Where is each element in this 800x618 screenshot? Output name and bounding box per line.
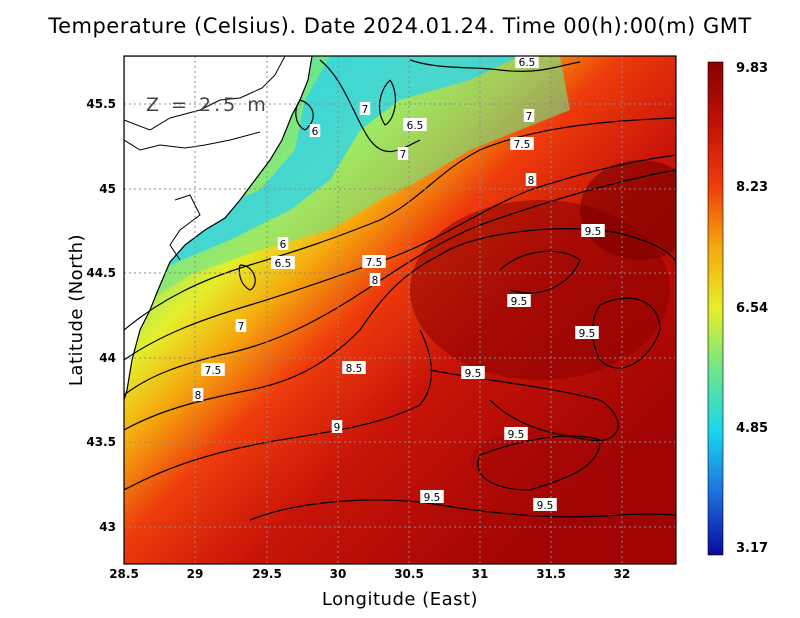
contour-label: 7.5 xyxy=(205,365,222,377)
contour-label-bg xyxy=(461,366,485,379)
contour-label-bg xyxy=(309,124,321,137)
contour-label: 9.5 xyxy=(508,429,525,441)
x-tick-label: 31 xyxy=(472,567,489,581)
contour-label-bg xyxy=(362,255,386,268)
y-axis-title: Latitude (North) xyxy=(66,234,87,386)
contour-label-bg xyxy=(331,420,343,433)
x-tick-label: 31.5 xyxy=(536,567,566,581)
lagoon-shore xyxy=(124,131,261,151)
contour-label: 8 xyxy=(195,390,202,402)
contour-label: 9.5 xyxy=(579,328,596,340)
contour-label-bg xyxy=(504,427,528,440)
contour-label: 9.5 xyxy=(537,500,554,512)
contour-label: 9.5 xyxy=(465,368,482,380)
contour-label-bg xyxy=(369,273,381,286)
contour-label: 8 xyxy=(528,175,535,187)
contour-label-bg xyxy=(515,56,539,68)
contour-label: 6.5 xyxy=(407,120,424,132)
x-tick-label: 30 xyxy=(330,567,347,581)
contour-label: 7 xyxy=(526,111,533,123)
contour-label: 9 xyxy=(334,422,341,434)
plot-area: Z = 2.5 m 6.5 7 6 6.5 7 7.5 7 6 6.5 7.5 8 9.5 8 9.5 7 9… xyxy=(124,56,676,564)
warm-core-northeast xyxy=(580,160,676,260)
y-tick-label: 44.5 xyxy=(86,266,116,280)
contour-label-bg xyxy=(581,224,605,237)
inlet-shore xyxy=(169,194,201,261)
colorbar-ticks: 9.83 8.23 6.54 4.85 3.17 xyxy=(736,61,768,556)
x-tick-label: 30.5 xyxy=(394,567,424,581)
contour-label-bg xyxy=(359,102,371,115)
x-axis-title: Longitude (East) xyxy=(322,589,478,610)
contour-label: 6 xyxy=(280,239,287,251)
contour-label-bg xyxy=(507,294,531,307)
contour-label-bg xyxy=(235,319,247,332)
y-tick-label: 43.5 xyxy=(86,435,116,449)
contour-label: 6.5 xyxy=(519,57,536,69)
contour-label-bg xyxy=(397,147,409,160)
x-tick-label: 32 xyxy=(614,567,631,581)
cool-coastal-zone xyxy=(140,56,570,300)
x-tick-label: 28.5 xyxy=(109,567,139,581)
y-tick-label: 45 xyxy=(99,182,116,196)
contour-label: 7.5 xyxy=(366,257,383,269)
contour-label: 8 xyxy=(372,275,379,287)
contour-label-bg xyxy=(277,237,289,250)
contour-label-bg xyxy=(525,173,537,186)
contour-label: 9.5 xyxy=(585,226,602,238)
contour-label: 7.5 xyxy=(514,139,531,151)
colorbar-tick-label: 3.17 xyxy=(736,541,768,556)
x-tick-label: 29.5 xyxy=(252,567,282,581)
contour-label-bg xyxy=(510,137,534,150)
contour-label: 9.5 xyxy=(424,492,441,504)
contour-label: 6.5 xyxy=(275,258,292,270)
contour-label: 9.5 xyxy=(511,296,528,308)
contour-label-bg xyxy=(192,388,204,401)
contour-labels: 6.5 7 6 6.5 7 7.5 7 6 6.5 7.5 8 9.5 8 9.5 7 9.5 7.5 8.5 9.… xyxy=(192,56,605,512)
y-tick-label: 45.5 xyxy=(86,97,116,111)
colorbar-tick-label: 6.54 xyxy=(736,301,768,316)
y-tick-label: 44 xyxy=(99,351,116,365)
contour-label: 8.5 xyxy=(346,363,363,375)
chart-title: Temperature (Celsius). Date 2024.01.24. … xyxy=(48,14,752,38)
contour-label-bg xyxy=(523,109,535,122)
y-tick-label: 43 xyxy=(99,520,116,534)
warm-core-south xyxy=(470,430,610,490)
x-tick-label: 29 xyxy=(187,567,204,581)
contour-label-bg xyxy=(575,326,599,339)
contour-label: 7 xyxy=(400,149,407,161)
coastline-inner xyxy=(124,56,286,131)
depth-label: Z = 2.5 m xyxy=(146,94,269,116)
y-axis: 45.5 45 44.5 44 43.5 43 xyxy=(86,97,116,534)
grid-lines xyxy=(124,56,676,564)
contour-label: 7 xyxy=(362,104,369,116)
contour-label-bg xyxy=(271,256,295,269)
coldest-coastal-zone xyxy=(145,56,520,280)
contour-label: 7 xyxy=(238,321,245,333)
colorbar xyxy=(707,61,724,556)
contour-label: 6 xyxy=(312,126,319,138)
x-axis: 28.5 29 29.5 30 30.5 31 31.5 32 xyxy=(109,567,630,581)
contour-label-bg xyxy=(201,363,225,376)
colorbar-tick-label: 9.83 xyxy=(736,61,768,76)
plot-frame xyxy=(123,55,677,565)
colorbar-tick-label: 4.85 xyxy=(736,421,768,436)
contour-label-bg xyxy=(403,118,427,131)
colorbar-tick-label: 8.23 xyxy=(736,180,768,195)
contour-label-bg xyxy=(533,498,557,511)
contour-label-bg xyxy=(342,361,366,374)
contour-label-bg xyxy=(420,490,444,503)
